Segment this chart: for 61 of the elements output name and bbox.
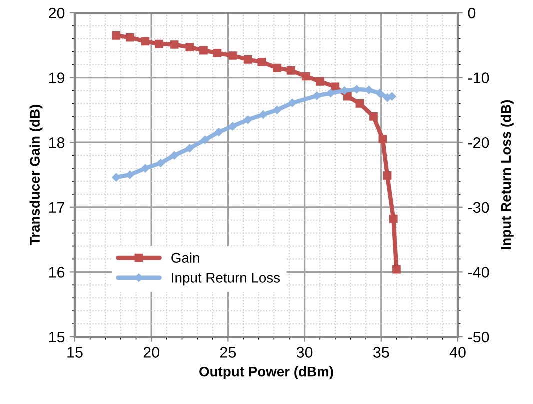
point [302, 72, 310, 81]
y-tick-label: 20 [49, 8, 65, 19]
y2-axis-title: Input Return Loss (dB) [500, 100, 514, 250]
point [170, 151, 179, 160]
point [112, 32, 121, 40]
point [155, 40, 164, 48]
point [356, 100, 364, 108]
point [389, 214, 398, 224]
point [186, 43, 194, 52]
y2-tick-label: -20 [468, 137, 490, 148]
y-tick-label: 16 [49, 267, 65, 278]
point [326, 89, 335, 98]
point [383, 171, 392, 180]
point [344, 92, 352, 101]
point [156, 159, 165, 168]
point [316, 78, 324, 86]
point [258, 58, 266, 66]
y-tick-label: 19 [49, 72, 65, 84]
point [259, 110, 268, 119]
point [392, 265, 401, 274]
x-tick-label: 15 [68, 347, 83, 358]
point [141, 37, 150, 46]
point [331, 82, 340, 92]
x-tick-label: 25 [220, 347, 236, 358]
point [288, 98, 297, 108]
point [273, 64, 282, 72]
y2-tick-label: -30 [468, 202, 490, 214]
y-axis-title: Transducer Gain (dB) [30, 105, 43, 246]
y-tick-label: 15 [49, 332, 65, 343]
point [378, 135, 388, 144]
y2-tick-label: -10 [468, 72, 490, 84]
point [170, 40, 179, 49]
y2-tick-label: 0 [468, 8, 476, 19]
x-tick-label: 20 [144, 347, 160, 358]
point [213, 49, 222, 58]
y-tick-label: 18 [49, 137, 65, 148]
x-tick-label: 40 [450, 347, 466, 358]
point [376, 89, 384, 98]
point [228, 52, 237, 60]
point [126, 33, 134, 42]
point [112, 173, 120, 182]
y2-tick-label: -40 [468, 267, 490, 278]
point [286, 66, 296, 75]
point [141, 164, 150, 173]
x-tick-label: 35 [373, 347, 390, 358]
point [273, 106, 282, 114]
point [370, 112, 378, 121]
legend-label: Gain [172, 252, 200, 263]
legend-label: Input Return Loss [172, 273, 280, 286]
x-tick-label: 30 [296, 347, 313, 358]
point [244, 116, 252, 124]
point [244, 55, 252, 64]
y2-tick-label: -50 [468, 332, 490, 343]
y-tick-label: 17 [49, 202, 65, 213]
point [186, 144, 194, 153]
point [126, 170, 134, 180]
point [201, 136, 210, 144]
point [228, 122, 237, 131]
point [214, 128, 224, 136]
point [200, 46, 208, 55]
x-axis-title: Output Power (dBm) [200, 366, 334, 380]
